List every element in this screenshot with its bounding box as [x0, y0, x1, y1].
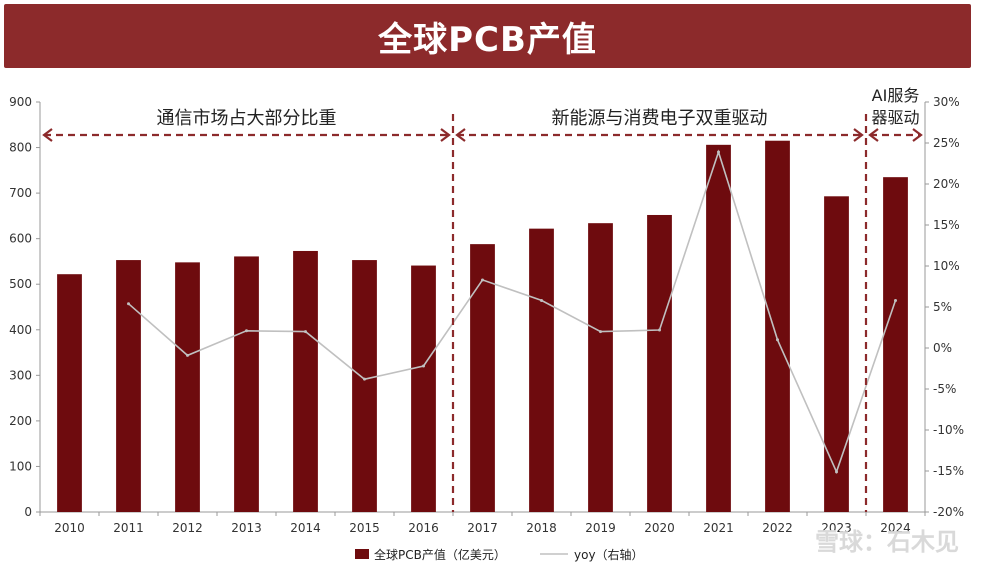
- x-tick-label-2022: 2022: [762, 521, 793, 535]
- yoy-point-2023: [835, 470, 838, 474]
- bar-2016: [411, 265, 436, 512]
- x-tick-label-2017: 2017: [467, 521, 498, 535]
- right-tick-label: 30%: [933, 95, 960, 109]
- annotation-period-3-line-1: AI服务: [872, 86, 920, 105]
- yoy-point-2013: [245, 329, 248, 333]
- bar-2011: [116, 260, 141, 512]
- right-tick-label: 10%: [933, 259, 960, 273]
- x-tick-label-2018: 2018: [526, 521, 557, 535]
- x-tick-label-2014: 2014: [290, 521, 321, 535]
- yoy-point-2018: [540, 298, 543, 302]
- right-tick-label: -5%: [933, 382, 956, 396]
- annotation-period-3-line-2: 器驱动: [871, 108, 919, 127]
- bar-2023: [824, 196, 849, 513]
- period-arrow-left-head-1: [42, 128, 53, 142]
- yoy-point-2019: [599, 330, 602, 334]
- yoy-point-2017: [481, 278, 484, 282]
- yoy-line: [127, 149, 897, 474]
- yoy-point-2016: [422, 364, 425, 368]
- left-tick-label: 400: [9, 323, 32, 337]
- annotation-period-1: 通信市场占大部分比重: [157, 108, 337, 129]
- right-tick-label: 25%: [933, 136, 960, 150]
- left-tick-label: 300: [9, 368, 32, 382]
- x-tick-label-2012: 2012: [172, 521, 203, 535]
- x-tick-label-2019: 2019: [585, 521, 616, 535]
- x-tick-label-2016: 2016: [408, 521, 439, 535]
- left-tick-label: 800: [9, 141, 32, 155]
- period-arrow-right-head-2: [853, 128, 864, 142]
- yoy-point-2014: [304, 330, 307, 334]
- annotation-period-2: 新能源与消费电子双重驱动: [552, 108, 768, 129]
- right-tick-label: 20%: [933, 177, 960, 191]
- bar-2021: [706, 144, 731, 513]
- x-tick-label-2024: 2024: [880, 521, 911, 535]
- x-tick-label-2011: 2011: [113, 521, 144, 535]
- period-arrow-left-head-3: [868, 128, 879, 142]
- yoy-point-2011: [127, 302, 130, 306]
- left-tick-label: 200: [9, 414, 32, 428]
- bar-2010: [57, 274, 82, 512]
- left-tick-label: 500: [9, 277, 32, 291]
- period-arrow-left-head-2: [455, 128, 466, 142]
- x-tick-label-2015: 2015: [349, 521, 380, 535]
- right-tick-label: 15%: [933, 218, 960, 232]
- bar-2017: [470, 244, 495, 512]
- yoy-point-2015: [363, 377, 366, 381]
- right-tick-label: 0%: [933, 341, 952, 355]
- x-tick-label-2020: 2020: [644, 521, 675, 535]
- yoy-point-2012: [186, 353, 189, 357]
- bar-2019: [588, 223, 613, 512]
- yoy-point-2020: [658, 328, 661, 332]
- legend-bar-label: 全球PCB产值（亿美元）: [374, 547, 506, 562]
- right-tick-label: -15%: [933, 464, 964, 478]
- legend-line-label: yoy（右轴）: [574, 547, 644, 562]
- left-tick-label: 100: [9, 459, 32, 473]
- bar-2020: [647, 214, 672, 512]
- bar-2015: [352, 260, 377, 512]
- chart-title: 全球PCB产值: [378, 20, 597, 60]
- bar-2012: [175, 262, 200, 512]
- period-arrow-right-head-1: [440, 128, 451, 142]
- watermark: 雪球：石木见: [815, 528, 959, 556]
- bar-2014: [293, 250, 318, 512]
- x-tick-label-2021: 2021: [703, 521, 734, 535]
- yoy-point-2024: [894, 298, 897, 302]
- yoy-point-2022: [776, 338, 779, 342]
- left-tick-label: 600: [9, 232, 32, 246]
- yoy-point-2021: [717, 150, 720, 154]
- left-tick-label: 0: [24, 505, 32, 519]
- right-tick-label: -10%: [933, 423, 964, 437]
- x-tick-label-2010: 2010: [54, 521, 85, 535]
- right-tick-label: -20%: [933, 505, 964, 519]
- right-tick-label: 5%: [933, 300, 952, 314]
- legend-bar-swatch: [355, 549, 369, 559]
- bar-2013: [234, 256, 259, 512]
- bar-2018: [529, 228, 554, 512]
- left-tick-label: 700: [9, 186, 32, 200]
- title-banner: 全球PCB产值: [4, 4, 971, 68]
- period-arrow-right-head-3: [912, 128, 923, 142]
- x-tick-label-2023: 2023: [821, 521, 852, 535]
- bar-2022: [765, 140, 790, 512]
- bar-2024: [883, 177, 908, 512]
- left-tick-label: 900: [9, 95, 32, 109]
- x-tick-label-2013: 2013: [231, 521, 262, 535]
